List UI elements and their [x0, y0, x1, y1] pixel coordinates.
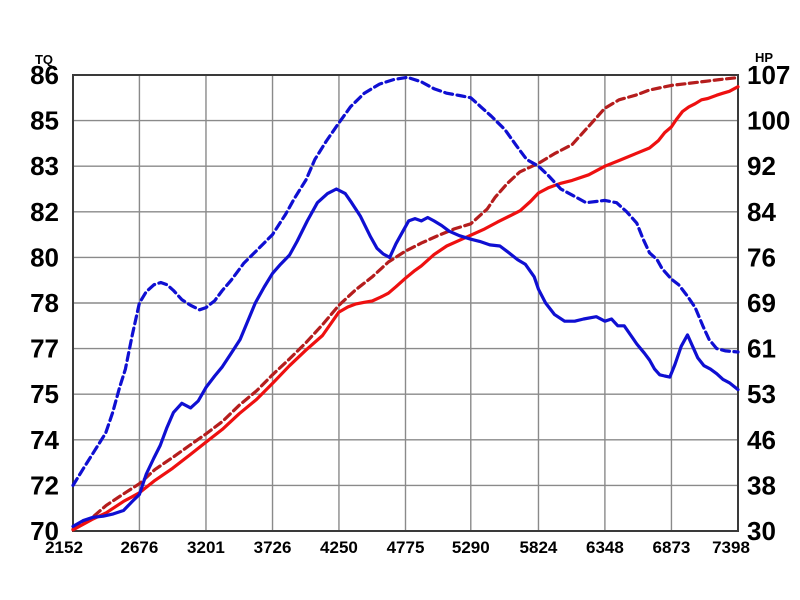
hp-axis-tick-label: 53 — [747, 379, 776, 409]
hp-solid-curve — [71, 85, 740, 532]
tq-axis-tick-label: 77 — [30, 334, 59, 364]
series-layer — [71, 75, 740, 532]
rpm-tick-label: 4250 — [320, 538, 358, 557]
rpm-tick-label: 4775 — [387, 538, 425, 557]
grid-layer — [72, 74, 739, 532]
tick-layer: 86 85 83 82 80 78 77 75 74 72 70 107 100 92 84 76 69 61 53… — [30, 60, 790, 557]
tq-axis-tick-label: 70 — [30, 516, 59, 546]
hp-axis-tick-label: 46 — [747, 425, 776, 455]
hp-axis-tick-label: 100 — [747, 106, 790, 136]
tq-axis-tick-label: 83 — [30, 151, 59, 181]
rpm-tick-label: 6348 — [586, 538, 624, 557]
right-axis-title: HP — [755, 50, 773, 65]
hp-dashed-curve — [71, 76, 740, 531]
rpm-tick-label: 7398 — [712, 538, 750, 557]
rpm-tick-label: 5290 — [452, 538, 490, 557]
rpm-tick-label: 2676 — [121, 538, 159, 557]
tq-axis-tick-label: 85 — [30, 106, 59, 136]
tq-axis-tick-label: 78 — [30, 288, 59, 318]
tq-axis-tick-label: 82 — [30, 197, 59, 227]
hp-axis-tick-label: 30 — [747, 516, 776, 546]
tq-axis-tick-label: 80 — [30, 242, 59, 272]
left-axis-title: TQ — [35, 52, 53, 67]
tq-axis-tick-label: 75 — [30, 379, 59, 409]
hp-axis-tick-label: 84 — [747, 197, 776, 227]
hp-axis-tick-label: 92 — [747, 151, 776, 181]
plot-border — [72, 74, 739, 532]
tq-solid-curve — [71, 187, 740, 528]
rpm-tick-label: 5824 — [520, 538, 558, 557]
hp-axis-tick-label: 61 — [747, 334, 776, 364]
tq-axis-tick-label: 86 — [30, 60, 59, 90]
rpm-tick-label: 6873 — [653, 538, 691, 557]
tq-axis-tick-label: 74 — [30, 425, 59, 455]
rpm-tick-label: 2152 — [45, 538, 83, 557]
hp-axis-tick-label: 107 — [747, 60, 790, 90]
tq-axis-tick-label: 72 — [30, 470, 59, 500]
rpm-tick-label: 3726 — [254, 538, 292, 557]
hp-axis-tick-label: 38 — [747, 470, 776, 500]
rpm-tick-label: 3201 — [187, 538, 225, 557]
hp-axis-tick-label: 69 — [747, 288, 776, 318]
hp-axis-tick-label: 76 — [747, 242, 776, 272]
tq-dashed-curve — [71, 75, 740, 487]
